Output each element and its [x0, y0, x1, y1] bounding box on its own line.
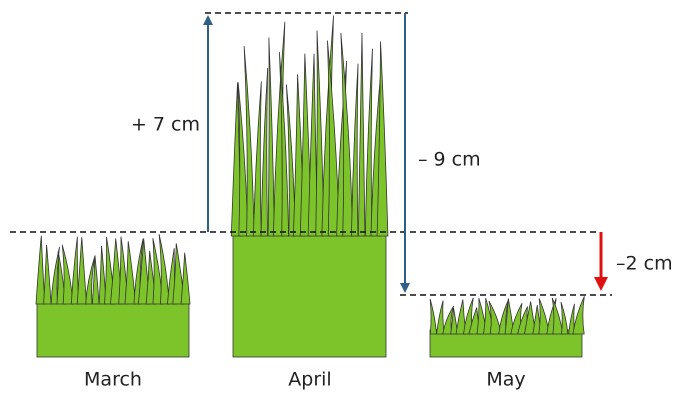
grass-blade: [261, 68, 268, 236]
grass-blade: [365, 49, 372, 236]
change-label: + 7 cm: [131, 114, 200, 136]
grass-blade: [358, 33, 365, 236]
month-label: March: [84, 369, 142, 391]
grass-patches: [36, 16, 584, 357]
grass-blade: [437, 301, 445, 334]
grass-base: [233, 232, 386, 357]
grass-blade: [77, 237, 86, 304]
change-label: –2 cm: [616, 253, 673, 275]
grass-diagram: + 7 cm – 9 cm –2 cm March April May: [0, 0, 691, 395]
grass-blade: [125, 241, 136, 304]
grass-base: [37, 300, 189, 357]
grass-blade: [561, 302, 568, 334]
month-label: May: [486, 369, 525, 391]
grass-blade: [351, 64, 358, 236]
grass-blade: [36, 236, 45, 304]
grass-blade: [573, 296, 584, 334]
grass-blade: [268, 38, 274, 236]
grass-blade: [253, 81, 261, 236]
grass-blade: [159, 234, 169, 304]
grass-blade: [181, 253, 190, 304]
grass-blade: [44, 245, 51, 304]
grass-blade: [430, 299, 436, 334]
month-label: April: [288, 369, 331, 391]
change-label: – 9 cm: [418, 149, 481, 171]
